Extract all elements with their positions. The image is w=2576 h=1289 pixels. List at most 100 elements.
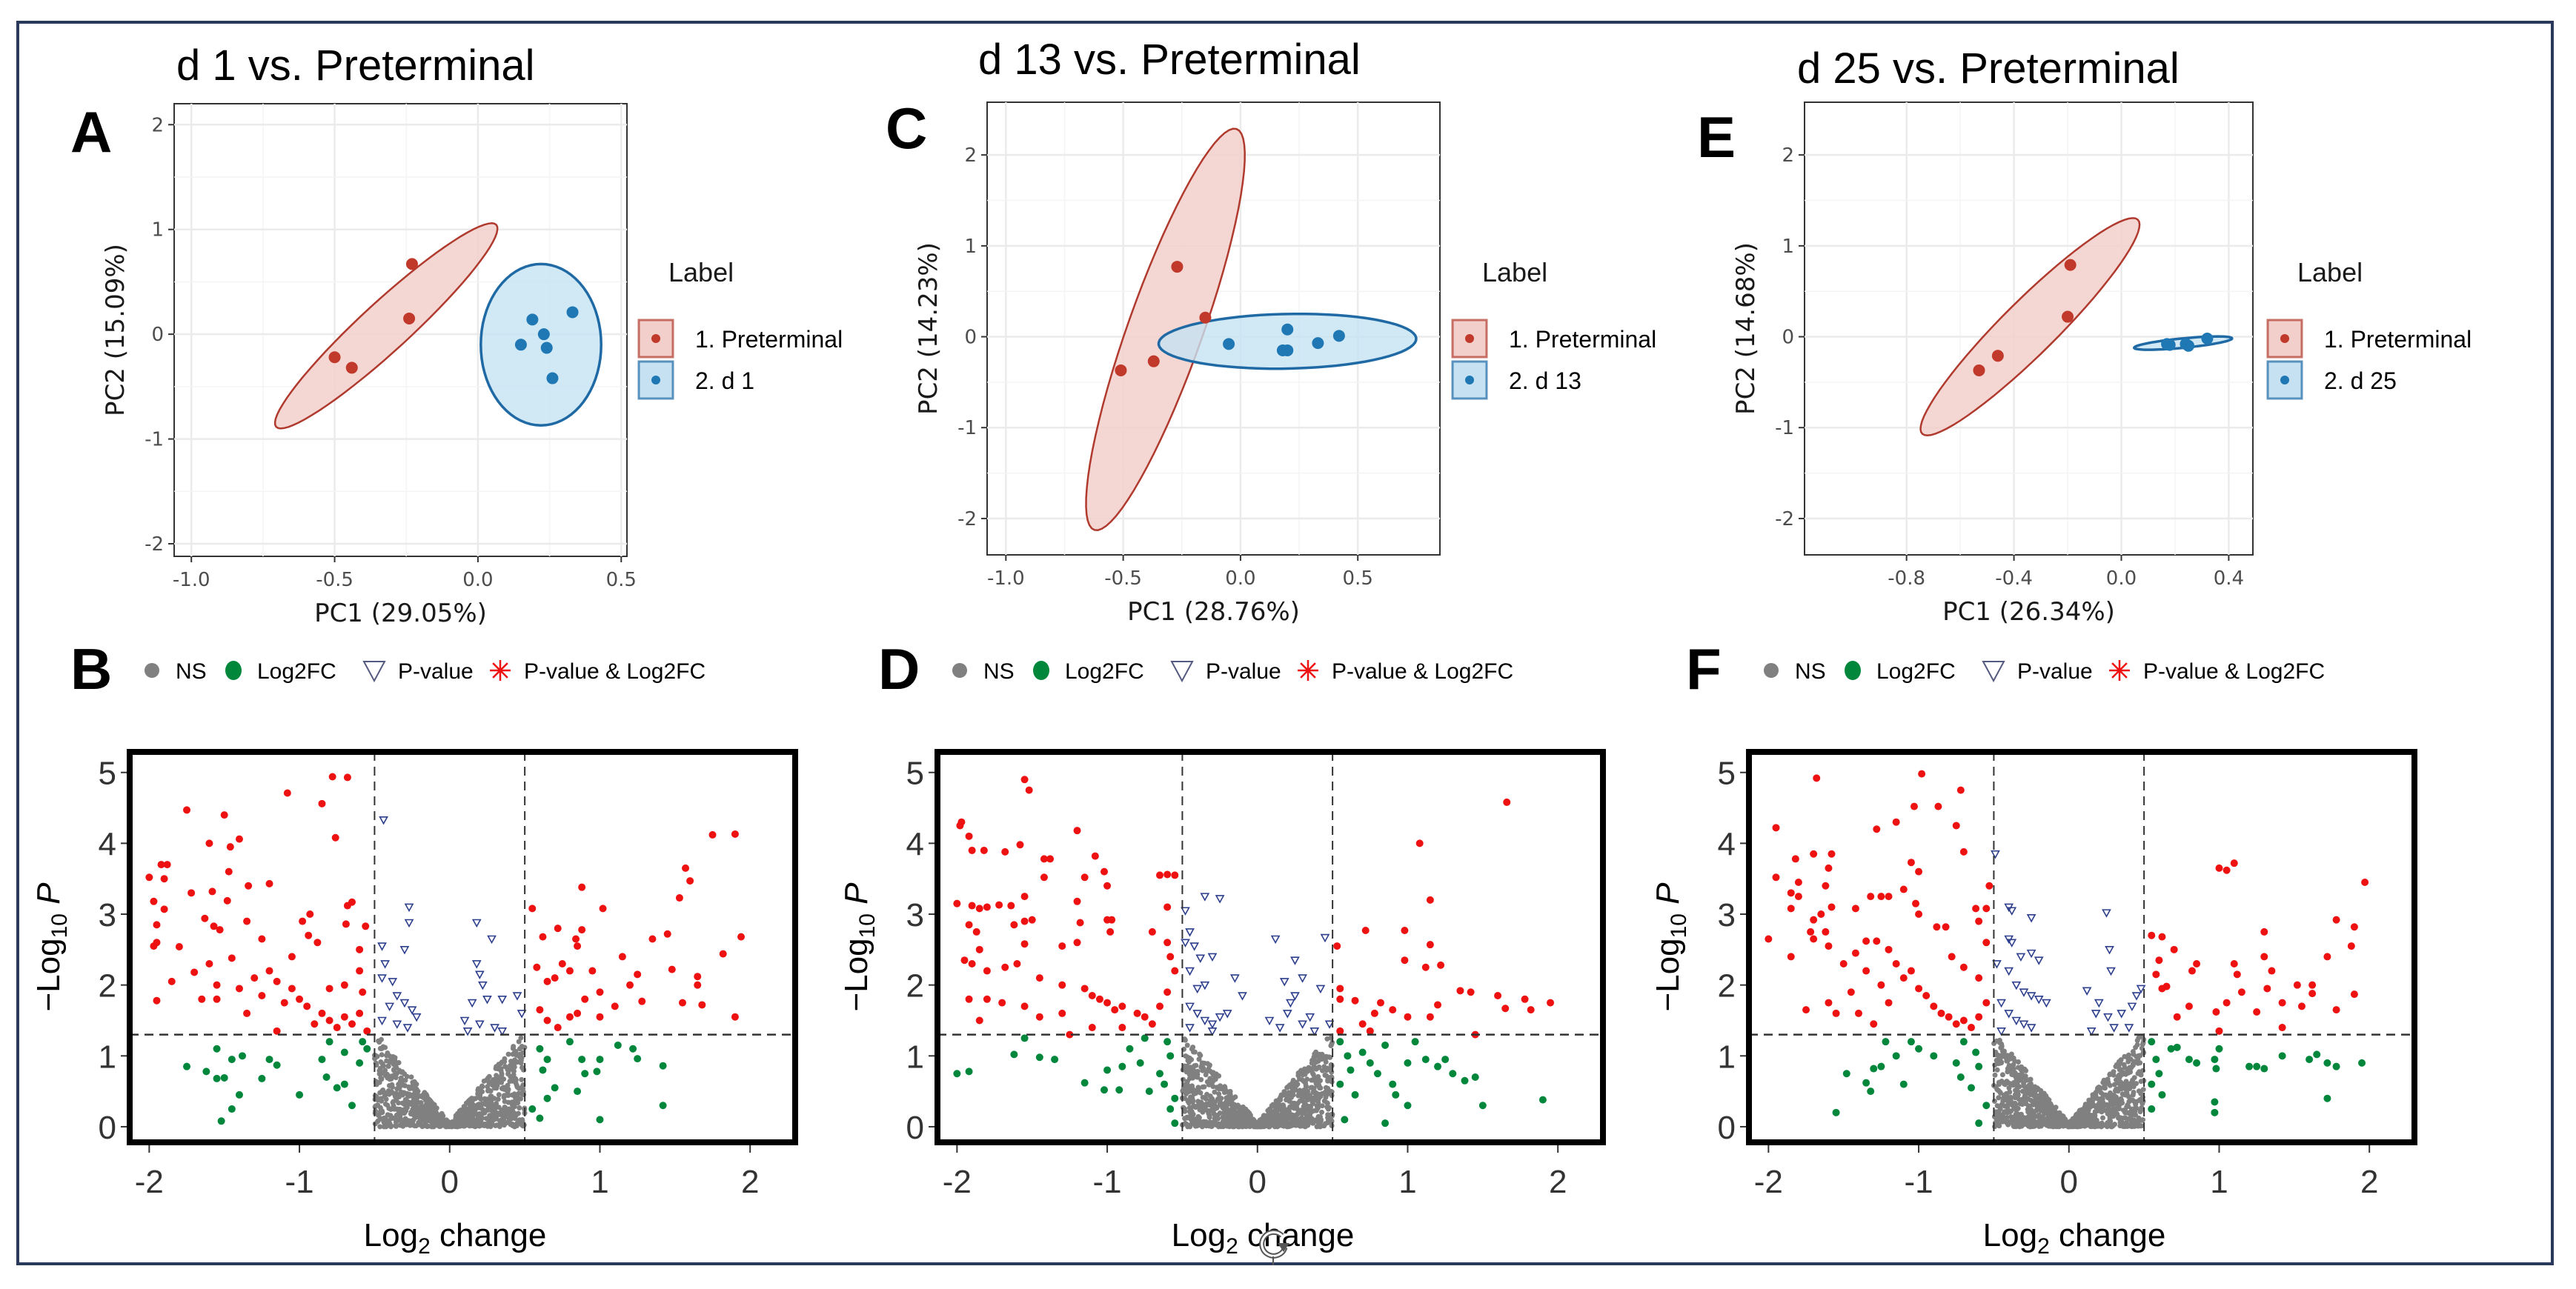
y-tick-label: 5: [1718, 756, 1736, 792]
point-ns: [1292, 1118, 1298, 1124]
point-log2fc: [235, 1090, 243, 1099]
point-log2fc: [228, 1056, 236, 1064]
point-pvalue: [1181, 907, 1190, 916]
point-pvalue: [1181, 939, 1190, 947]
volcano-legend-label: P-value & Log2FC: [1332, 659, 1513, 684]
point-significant: [533, 963, 541, 971]
point-log2fc: [629, 1045, 637, 1053]
point-ns: [514, 1084, 520, 1090]
point-ns: [2113, 1094, 2119, 1100]
point-ns: [2036, 1112, 2042, 1118]
point-ns: [2015, 1089, 2021, 1094]
y-tick-label: -1: [957, 417, 977, 439]
point-pvalue: [399, 946, 410, 955]
plot-border: [127, 749, 798, 1145]
point-ns: [2112, 1122, 2117, 1128]
point-ns: [2137, 1069, 2142, 1075]
point-log2fc: [1156, 1070, 1164, 1078]
point-significant: [528, 905, 537, 913]
legend-entry: 2. d 25: [2324, 367, 2397, 394]
point-pvalue: [1185, 1024, 1195, 1033]
point-significant: [731, 830, 739, 838]
point-ns: [2054, 1121, 2060, 1127]
point-significant: [2350, 990, 2358, 999]
point-ns: [1313, 1049, 1319, 1055]
x-tick-label: 0: [2060, 1164, 2078, 1200]
point-pvalue: [2011, 1016, 2022, 1026]
point-significant: [965, 832, 973, 840]
point-ns: [379, 1052, 385, 1058]
point-significant: [1351, 996, 1359, 1005]
point-significant: [183, 806, 191, 814]
point-ns: [510, 1062, 516, 1067]
point-significant: [1073, 897, 1081, 905]
point-pvalue: [2091, 1010, 2101, 1019]
point-ns: [1185, 1099, 1191, 1104]
point-ns: [1315, 1065, 1321, 1070]
point-log2fc: [581, 1070, 589, 1078]
point-ns: [2122, 1092, 2128, 1098]
x-tick-label: -1: [1092, 1164, 1121, 1200]
plot-area: [937, 752, 1603, 1142]
point-significant: [1111, 1006, 1119, 1014]
point-ns: [2132, 1100, 2138, 1106]
point-significant: [250, 974, 259, 982]
point-significant: [175, 943, 183, 951]
point-ns: [1198, 1100, 1204, 1106]
legend-entry: 2. d 13: [1509, 367, 1581, 394]
point-ns: [1319, 1103, 1325, 1109]
point-significant: [1822, 882, 1830, 890]
point-log2fc: [2148, 1080, 2156, 1088]
point-pvalue: [1275, 1024, 1285, 1033]
point-ns: [1329, 1042, 1335, 1047]
point-pvalue: [1200, 1016, 1210, 1026]
point-ns: [465, 1098, 471, 1104]
point-day: [546, 372, 559, 384]
point-ns: [419, 1124, 425, 1130]
triangle-down-icon: [1170, 661, 1194, 683]
point-ns: [1207, 1119, 1213, 1125]
point-significant: [145, 873, 153, 882]
point-ns: [519, 1076, 525, 1082]
point-pvalue: [2136, 985, 2146, 994]
point-significant: [968, 846, 976, 854]
point-ns: [384, 1071, 390, 1077]
point-log2fc: [2323, 1094, 2331, 1102]
chart-title: d 13 vs. Preterminal: [978, 36, 1361, 84]
point-log2fc: [1882, 1038, 1890, 1046]
point-pvalue: [380, 960, 390, 969]
point-significant: [626, 981, 634, 989]
point-ns: [2094, 1119, 2099, 1125]
point-significant: [1948, 953, 1956, 961]
y-tick-label: 4: [1718, 826, 1736, 862]
y-tick-label: 0: [1782, 327, 1794, 349]
point-significant: [1854, 1009, 1862, 1017]
point-ns: [2025, 1096, 2031, 1102]
point-significant: [1915, 985, 1923, 993]
point-ns: [1321, 1123, 1327, 1129]
rotate-handle-icon[interactable]: [1252, 1224, 1294, 1265]
point-significant: [1118, 1002, 1126, 1010]
point-pvalue: [1305, 1013, 1315, 1022]
point-log2fc: [1404, 1059, 1412, 1067]
point-log2fc: [1877, 1062, 1885, 1070]
point-significant: [2308, 990, 2317, 998]
point-ns: [385, 1063, 391, 1069]
point-significant: [235, 985, 243, 993]
point-ns: [1278, 1104, 1284, 1110]
point-ns: [1215, 1121, 1221, 1127]
point-ns: [2038, 1099, 2044, 1105]
point-significant: [1521, 995, 1529, 1003]
point-significant: [1361, 927, 1370, 935]
point-day: [540, 342, 553, 354]
point-significant: [675, 894, 683, 902]
point-log2fc: [220, 1073, 228, 1082]
x-tick-label: 2: [1549, 1164, 1567, 1200]
point-ns: [1284, 1107, 1289, 1113]
point-pvalue: [2026, 914, 2036, 923]
point-ns: [1192, 1063, 1198, 1069]
plot-area: [130, 752, 795, 1142]
point-ns: [1184, 1063, 1190, 1069]
point-log2fc: [536, 1045, 544, 1053]
point-significant: [223, 896, 231, 905]
